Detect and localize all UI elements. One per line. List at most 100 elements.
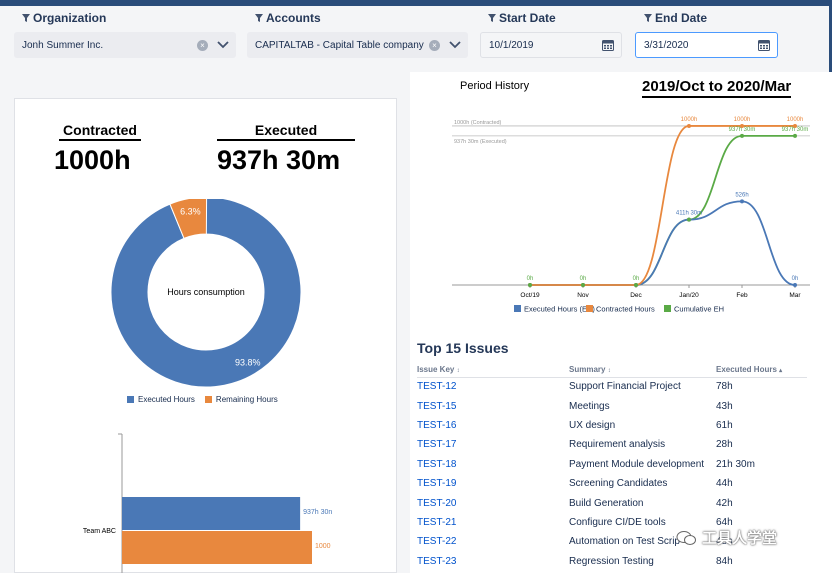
legend-swatch [514,305,521,312]
issue-row: TEST-19 Screening Candidates 44h [417,474,807,493]
issue-summary: Payment Module development [569,458,705,470]
consumption-panel: Contracted 1000h Executed 937h 30m Hours… [14,98,397,573]
x-tick-label: Oct/19 [520,292,540,299]
calendar-icon[interactable] [758,39,770,51]
organization-select[interactable]: Jonh Summer Inc. × [14,32,236,58]
issue-hours: 28h [716,439,733,451]
issue-hours: 78h [716,381,733,393]
contracted-label: Contracted [59,122,141,141]
column-executed-hours[interactable]: Executed Hours ▴ [716,363,807,378]
chevron-down-icon[interactable] [448,41,462,49]
legend-label: Cumulative EH [674,305,724,314]
legend-remaining: Remaining Hours [204,395,278,404]
legend-label: Contracted Hours [596,305,655,314]
issue-summary: Regression Testing [569,555,654,567]
organization-label: Organization [22,11,106,25]
issue-row: TEST-21 Configure CI/DE tools 64h [417,513,807,532]
period-line-chart: 1000h (Contracted) 937h 30m (Executed) Oct… [452,117,810,314]
issue-key-link[interactable]: TEST-15 [417,400,457,412]
issue-summary: UX design [569,419,616,431]
issue-hours: 42h [716,497,733,509]
column-issue-key[interactable]: Issue Key ↕ [417,363,569,378]
x-tick-label: Nov [577,292,589,299]
issue-hours: 21h 30m [716,458,755,470]
data-label: 937h 30m [729,127,756,133]
data-point[interactable] [634,283,638,287]
team-bar-chart: Team ABC 937h 30n 1000 [83,433,332,573]
accounts-label: Accounts [255,11,321,25]
filter-icon [488,14,496,22]
bar-executed[interactable] [122,497,301,530]
data-point[interactable] [687,217,691,222]
end-date-label: End Date [644,11,707,25]
issue-hours: 43h [716,400,733,412]
series-line-0 [529,200,796,286]
data-label: 1000h [787,117,804,123]
data-point[interactable] [793,283,797,287]
data-point[interactable] [687,123,691,128]
x-tick-label: Mar [789,292,801,299]
issue-row: TEST-22 Automation on Test Scrip 48h [417,532,807,551]
issue-key-link[interactable]: TEST-23 [417,555,457,567]
legend-swatch [586,305,593,312]
bar-contracted[interactable] [122,531,312,564]
issue-summary: Meetings [569,400,610,412]
data-point[interactable] [793,133,797,138]
data-label: 937h 30m [782,127,809,133]
start-date-input[interactable]: 10/1/2019 [480,32,622,58]
calendar-icon[interactable] [602,39,614,51]
data-label: 0h [792,276,799,282]
reference-line-label: 937h 30m (Executed) [454,139,507,145]
data-point[interactable] [581,283,585,287]
start-date-label: Start Date [488,11,556,25]
data-point[interactable] [793,123,797,128]
chat-bubble-icon [676,530,696,545]
data-label: 411h 30m [676,211,702,217]
chevron-down-icon[interactable] [216,41,230,49]
data-label: 1000h [681,117,698,123]
donut-slice-1[interactable] [169,199,208,239]
data-point[interactable] [740,123,744,128]
accounts-select[interactable]: CAPITALTAB - Capital Table company × [247,32,468,58]
issue-hours: 44h [716,478,733,490]
x-tick-label: Feb [736,292,748,299]
data-point[interactable] [740,133,744,138]
issue-key-link[interactable]: TEST-17 [417,439,457,451]
bar-category-label: Team ABC [83,528,116,535]
data-point[interactable] [740,199,744,204]
column-summary[interactable]: Summary ↕ [569,363,716,378]
executed-label: Executed [217,122,355,141]
data-label: 0h [580,276,587,282]
legend-label: Executed Hours (EH) [524,305,595,314]
issue-summary: Configure CI/DE tools [569,516,666,528]
donut-slice-0[interactable] [110,199,302,388]
issue-hours: 84h [716,555,733,567]
issue-key-link[interactable]: TEST-20 [417,497,457,509]
filter-icon [22,14,30,22]
issue-key-link[interactable]: TEST-16 [417,419,457,431]
clear-icon[interactable]: × [197,39,208,51]
issue-key-link[interactable]: TEST-19 [417,478,457,490]
legend-executed: Executed Hours [127,395,195,404]
issue-row: TEST-23 Regression Testing 84h [417,552,807,571]
donut-center-label: Hours consumption [167,287,245,297]
data-label: 526h [735,192,748,198]
issue-hours: 61h [716,419,733,431]
issue-summary: Build Generation [569,497,644,509]
top-border [0,0,832,6]
issue-hours: 64h [716,516,733,528]
donut-chart: Hours consumption 93.8% 6.3% [110,199,302,388]
issue-key-link[interactable]: TEST-21 [417,516,457,528]
data-point[interactable] [528,283,532,287]
x-tick-label: Jan/20 [679,292,699,299]
clear-icon[interactable]: × [429,39,440,51]
issue-key-link[interactable]: TEST-12 [417,381,457,393]
issue-summary: Automation on Test Scrip [569,536,680,548]
end-date-input[interactable]: 3/31/2020 [635,32,778,58]
issue-key-link[interactable]: TEST-22 [417,536,457,548]
issue-key-link[interactable]: TEST-18 [417,458,457,470]
issue-row: TEST-20 Build Generation 42h [417,493,807,512]
issue-row: TEST-15 Meetings 43h [417,396,807,415]
bar-value-label: 1000 [315,543,331,550]
period-panel: Period History 2019/Oct to 2020/Mar 1000… [410,72,832,573]
